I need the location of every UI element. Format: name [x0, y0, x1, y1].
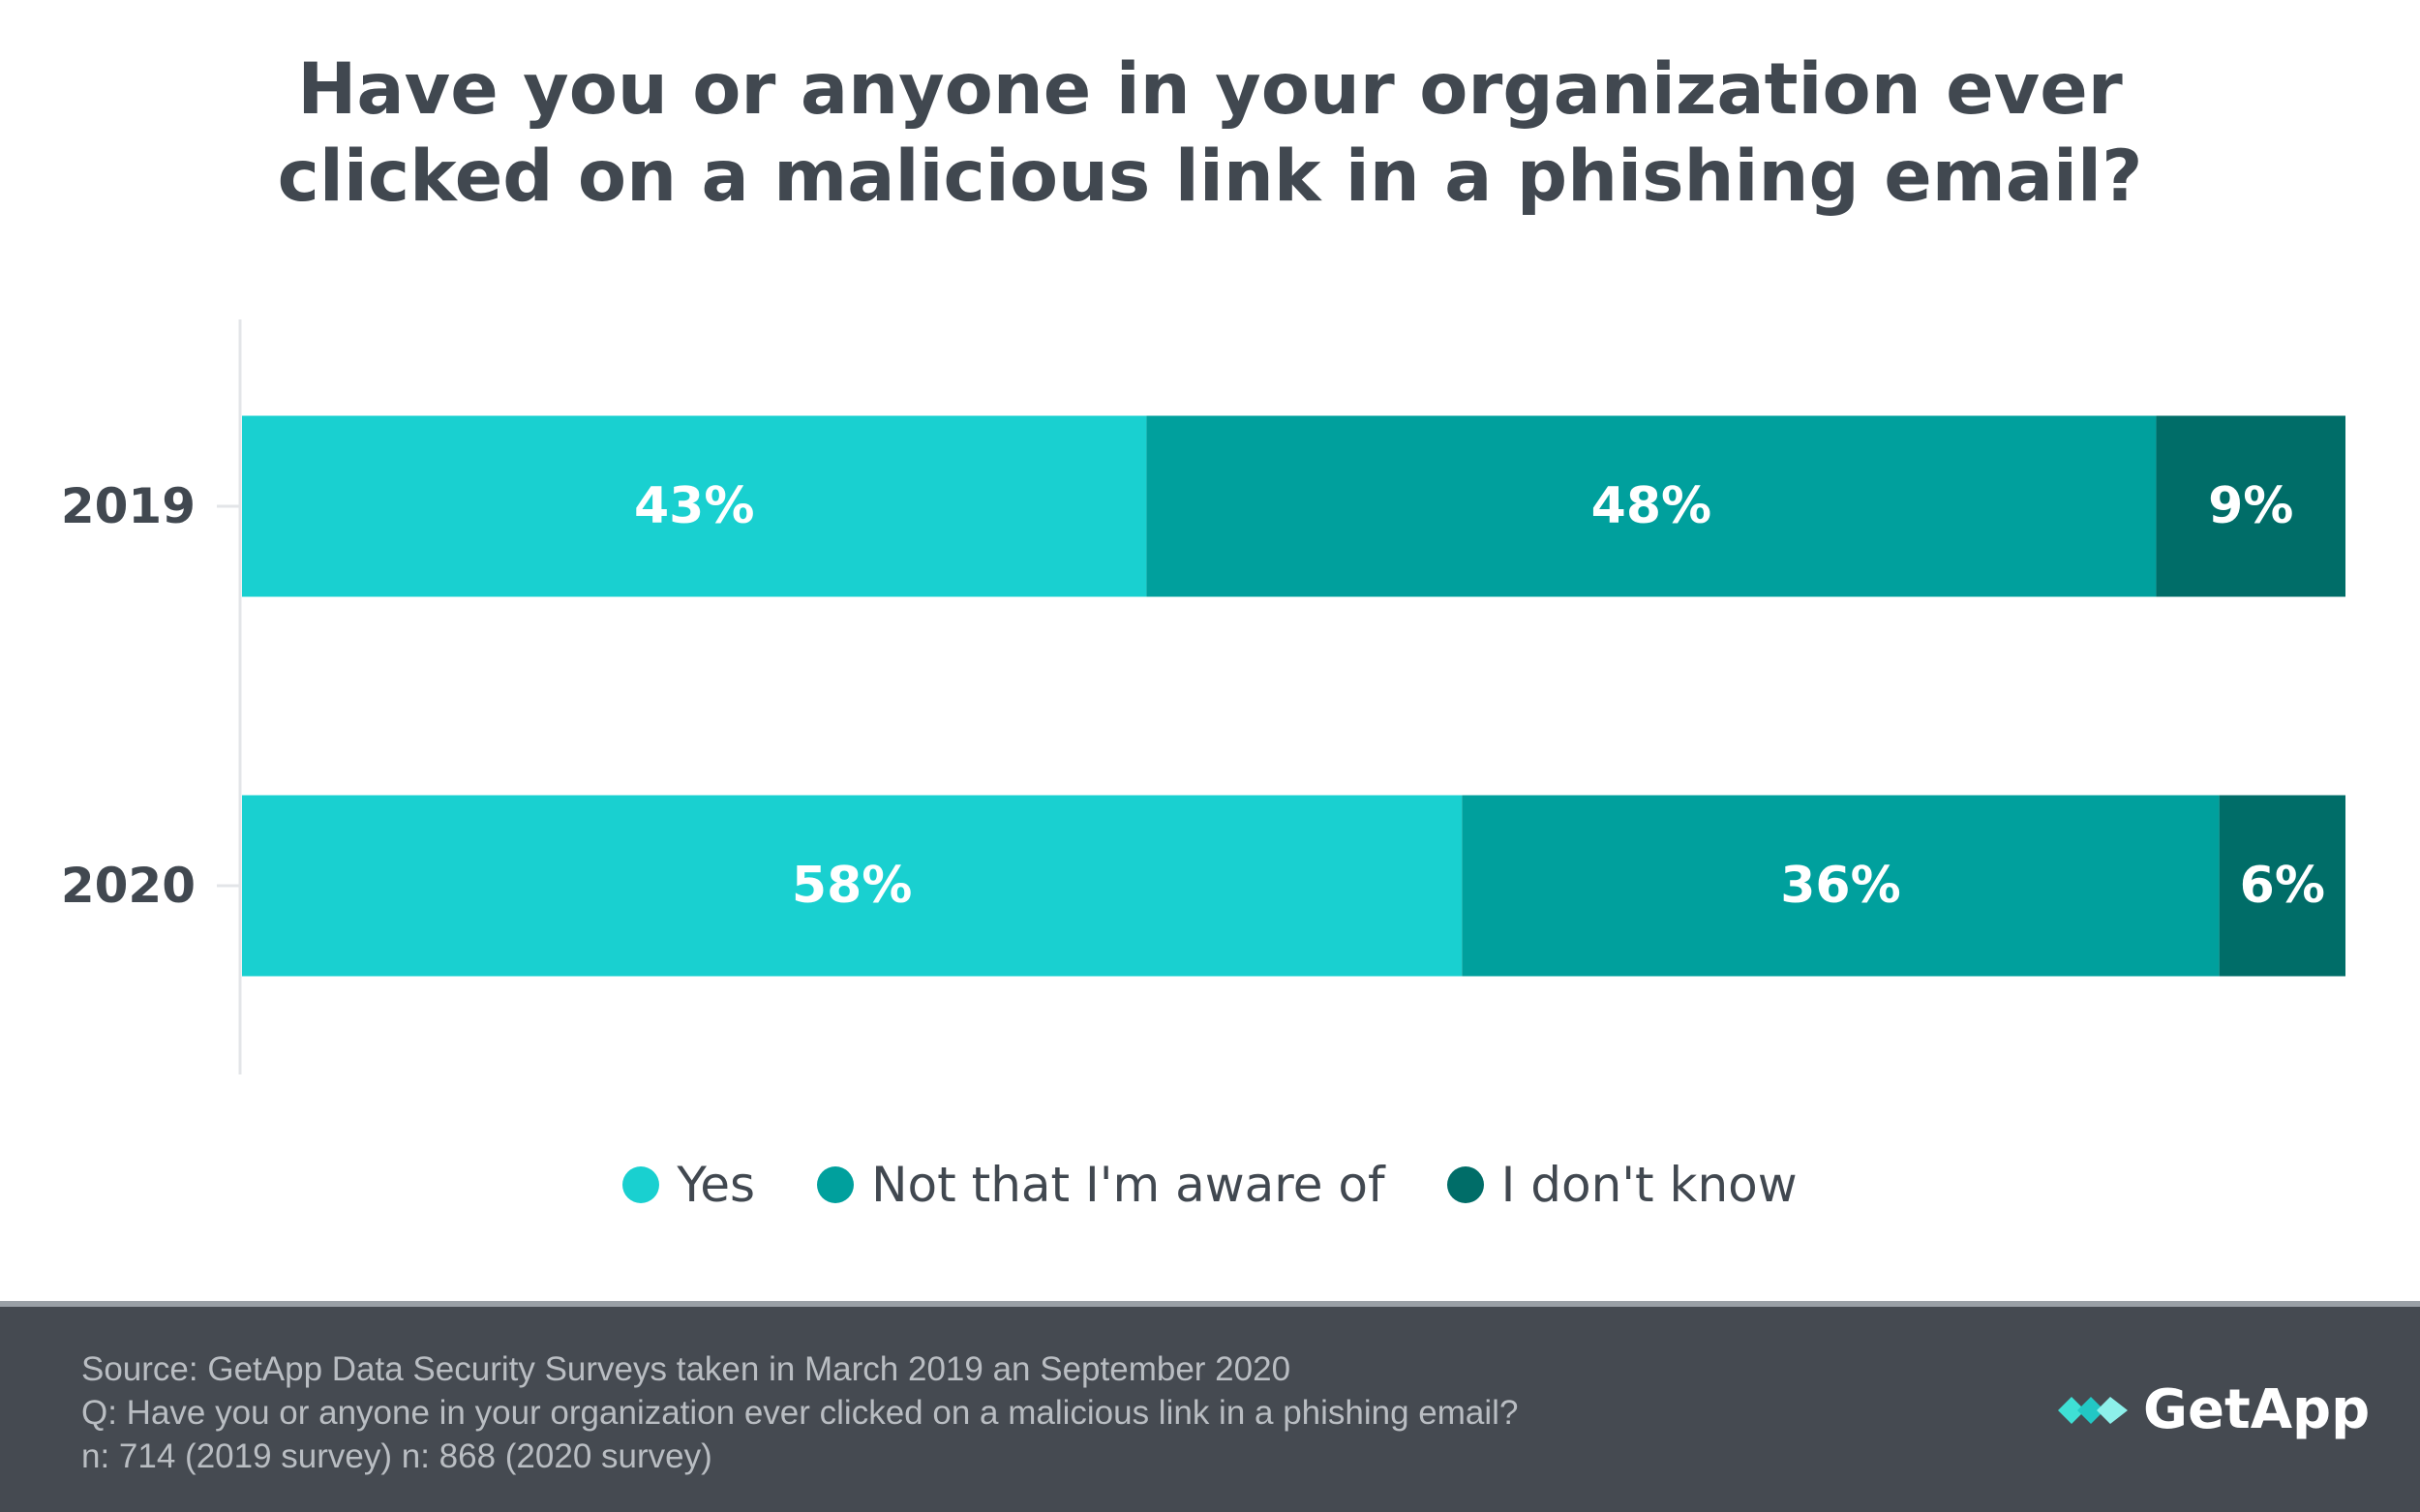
bar-2020-series-1 [1462, 795, 2220, 977]
legend-item-0: Yes [622, 1157, 755, 1213]
getapp-logo: GetApp [2058, 1378, 2370, 1441]
legend-swatch-2 [1446, 1166, 1484, 1203]
data-label-2019-series-0: 43% [634, 477, 754, 535]
chart-legend: Yes Not that I'm aware of I don't know [0, 1150, 2420, 1220]
legend-label-2: I don't know [1500, 1157, 1798, 1213]
legend-label-0: Yes [677, 1157, 756, 1213]
legend-swatch-0 [622, 1166, 660, 1203]
legend-label-1: Not that I'm aware of [871, 1157, 1385, 1213]
bar-2020-series-2 [2219, 795, 2345, 977]
legend-item-2: I don't know [1446, 1157, 1798, 1213]
chart-title: Have you or anyone in your organization … [0, 46, 2420, 221]
footer-question: Q: Have you or anyone in your organizati… [81, 1394, 1519, 1432]
chart-title-line-2: clicked on a malicious link in a phishin… [277, 136, 2143, 218]
bar-2019-series-2 [2156, 415, 2345, 597]
footer-source: Source: GetApp Data Security Surveys tak… [81, 1350, 1291, 1388]
stacked-bar-chart: 2019 43% 48% 9% 2020 58% 36% 6% [61, 319, 2345, 1074]
data-label-2020-series-0: 58% [792, 857, 912, 915]
data-label-2020-series-1: 36% [1780, 857, 1900, 915]
y-tick-label-2020: 2020 [61, 858, 196, 914]
data-label-2020-series-2: 6% [2240, 857, 2325, 915]
footer: Source: GetApp Data Security Surveys tak… [0, 1301, 2420, 1512]
data-label-2019-series-2: 9% [2208, 477, 2293, 535]
getapp-logo-text: GetApp [2143, 1378, 2371, 1441]
y-tick-label-2019: 2019 [61, 478, 196, 534]
chart-title-line-1: Have you or anyone in your organization … [297, 48, 2123, 131]
getapp-logo-icon [2058, 1396, 2128, 1424]
data-label-2019-series-1: 48% [1591, 477, 1711, 535]
footer-sample-size: n: 714 (2019 survey) n: 868 (2020 survey… [81, 1437, 712, 1475]
bar-2019-series-0 [242, 415, 1147, 597]
footer-notes: Source: GetApp Data Security Surveys tak… [81, 1347, 1518, 1478]
bar-2020-series-0 [242, 795, 1463, 977]
legend-item-1: Not that I'm aware of [817, 1157, 1385, 1213]
legend-swatch-1 [817, 1166, 855, 1203]
bar-2019-series-1 [1146, 415, 2157, 597]
